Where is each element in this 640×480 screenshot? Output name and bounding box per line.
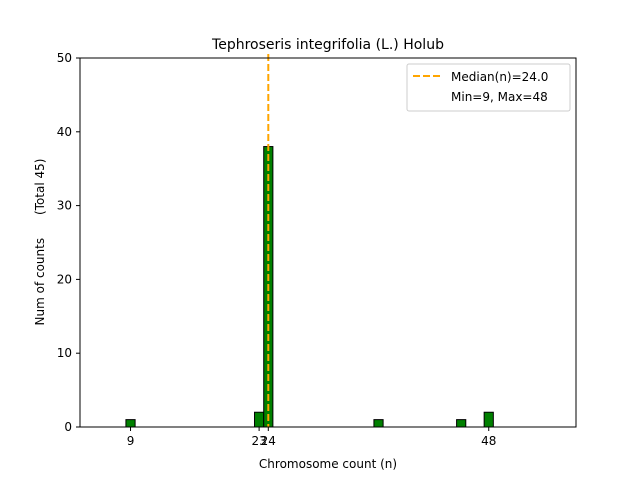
x-tick-label-9: 9 bbox=[127, 434, 135, 448]
y-tick-label-30: 30 bbox=[57, 199, 72, 213]
bar-n-36 bbox=[373, 419, 384, 428]
x-axis-label: Chromosome count (n) bbox=[259, 457, 397, 471]
bar-n-48 bbox=[483, 411, 494, 428]
x-tick-label-48: 48 bbox=[481, 434, 496, 448]
bar-n-9 bbox=[125, 419, 136, 428]
y-tick-label-10: 10 bbox=[57, 346, 72, 360]
legend: Median(n)=24.0 Min=9, Max=48 bbox=[406, 63, 571, 112]
x-tick-label-24: 24 bbox=[261, 434, 276, 448]
legend-entry-median: Median(n)=24.0 bbox=[451, 70, 548, 84]
y-tick-label-0: 0 bbox=[64, 420, 72, 434]
y-tick-label-40: 40 bbox=[57, 125, 72, 139]
bar-n-23 bbox=[254, 411, 265, 428]
y-tick-label-50: 50 bbox=[57, 51, 72, 65]
bar-n-45 bbox=[456, 419, 467, 428]
plot-frame bbox=[79, 57, 577, 428]
chart-title: Tephroseris integrifolia (L.) Holub bbox=[211, 37, 444, 53]
y-axis-ticks: 0 10 20 30 40 50 bbox=[57, 51, 80, 434]
y-tick-label-20: 20 bbox=[57, 272, 72, 286]
legend-box bbox=[406, 63, 571, 112]
plot-area bbox=[79, 54, 577, 428]
x-tick-label-23: 23 bbox=[251, 434, 266, 448]
legend-entry-min-max: Min=9, Max=48 bbox=[451, 90, 548, 104]
y-axis-label: Num of counts (Total 45) bbox=[33, 159, 47, 326]
